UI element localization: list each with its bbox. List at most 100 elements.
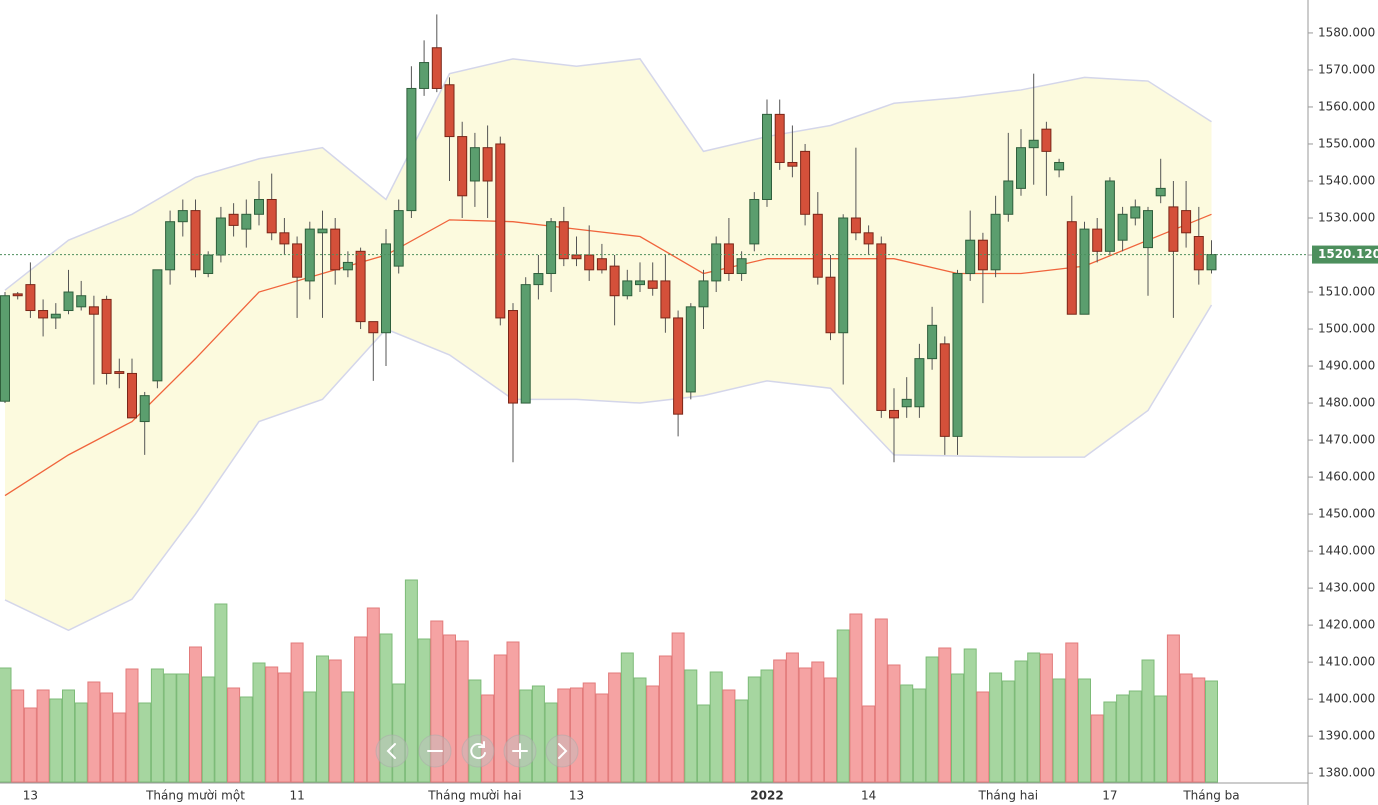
candle-body	[165, 221, 176, 271]
candle-body	[1155, 187, 1166, 197]
candle-body	[952, 273, 963, 437]
volume-bar	[404, 579, 418, 783]
volume-bar	[100, 692, 114, 783]
candle-body	[596, 258, 607, 271]
candle-body	[698, 280, 709, 308]
candle-body	[1028, 139, 1039, 149]
candle-body	[812, 213, 823, 278]
x-tick-label: Tháng ba	[1182, 789, 1239, 803]
y-tick-label: 1580.000	[1318, 25, 1375, 39]
candle-body	[673, 317, 684, 415]
y-tick-label: 1460.000	[1318, 470, 1375, 484]
volume-bar	[87, 681, 101, 783]
y-tick-label: 1500.000	[1318, 322, 1375, 336]
candle-body	[762, 113, 772, 200]
zoom-out-button[interactable]	[418, 734, 452, 768]
volume-bar	[925, 656, 939, 783]
candle-body	[152, 269, 163, 382]
candle-body	[508, 310, 518, 404]
candle-body	[1193, 236, 1204, 271]
candle-body	[266, 198, 277, 234]
candle-body	[584, 254, 595, 271]
volume-bar	[798, 667, 812, 783]
candle-body	[1104, 180, 1115, 252]
candle-body	[901, 398, 912, 408]
candle-body	[393, 210, 404, 267]
volume-bar	[62, 689, 75, 783]
x-tick-label: 13	[569, 789, 584, 803]
candle-body	[317, 228, 328, 234]
volume-bar	[938, 647, 952, 783]
y-tick-label: 1530.000	[1318, 210, 1375, 224]
volume-bar	[773, 659, 787, 783]
volume-bar	[227, 687, 241, 783]
volume-bar	[874, 618, 888, 783]
candle-body	[355, 250, 366, 323]
candle-body	[76, 295, 87, 308]
scroll-left-button[interactable]	[375, 734, 409, 768]
candle-body	[101, 298, 112, 374]
y-tick-label: 1380.000	[1318, 766, 1375, 780]
volume-bar	[1166, 634, 1180, 783]
volume-bar	[1205, 680, 1218, 783]
scroll-right-button[interactable]	[545, 734, 579, 768]
candle-body	[50, 313, 61, 319]
volume-bar	[811, 661, 825, 783]
candle-body	[38, 310, 49, 319]
volume-bar	[570, 687, 583, 783]
candle-body	[685, 306, 696, 393]
x-tick-label: 17	[1102, 789, 1117, 803]
volume-bar	[760, 669, 774, 783]
candle-body	[0, 295, 10, 402]
candle-body	[863, 232, 874, 245]
volume-bar	[1065, 642, 1079, 783]
candle-body	[127, 372, 137, 419]
candle-body	[254, 198, 264, 215]
volume-bar	[608, 672, 622, 783]
candle-body	[825, 276, 836, 334]
volume-bar	[74, 702, 88, 783]
volume-bar	[531, 685, 545, 783]
volume-bar	[1179, 673, 1193, 783]
reset-button[interactable]	[461, 734, 495, 768]
volume-bar	[735, 699, 749, 783]
candle-body	[533, 273, 544, 286]
candle-body	[622, 280, 633, 297]
zoom-in-button[interactable]	[503, 734, 537, 768]
volume-bar	[1192, 677, 1206, 783]
candle-body	[292, 243, 303, 278]
y-tick-label: 1470.000	[1318, 433, 1375, 447]
candle-body	[546, 221, 557, 275]
volume-bar	[366, 607, 380, 783]
candle-body	[1181, 210, 1192, 234]
y-tick-label: 1510.000	[1318, 285, 1375, 299]
volume-bar	[176, 673, 190, 783]
x-tick-label: 13	[23, 789, 38, 803]
candle-body	[1003, 180, 1014, 215]
candle-body	[241, 213, 252, 230]
y-tick-label: 1560.000	[1318, 99, 1375, 113]
candle-body	[774, 113, 785, 163]
candle-body	[431, 47, 442, 89]
candle-body	[736, 258, 747, 275]
candle-body	[965, 239, 976, 275]
y-tick-label: 1490.000	[1318, 359, 1375, 373]
volume-bar	[417, 638, 431, 783]
x-tick-label: 14	[861, 789, 876, 803]
volume-bar	[697, 704, 710, 783]
volume-bar	[646, 685, 660, 783]
volume-bar	[620, 652, 634, 783]
candle-body	[977, 239, 988, 271]
volume-bar	[443, 634, 456, 783]
candle-body	[330, 228, 341, 271]
candle-body	[723, 243, 734, 275]
last-price-box	[1312, 245, 1378, 264]
candle-body	[609, 265, 620, 297]
candle-body	[1206, 254, 1217, 271]
x-tick-label: Tháng hai	[977, 789, 1038, 803]
volume-bar	[1154, 695, 1168, 783]
volume-bar	[290, 642, 304, 783]
candle-body	[990, 213, 1001, 271]
candle-body	[927, 324, 938, 360]
